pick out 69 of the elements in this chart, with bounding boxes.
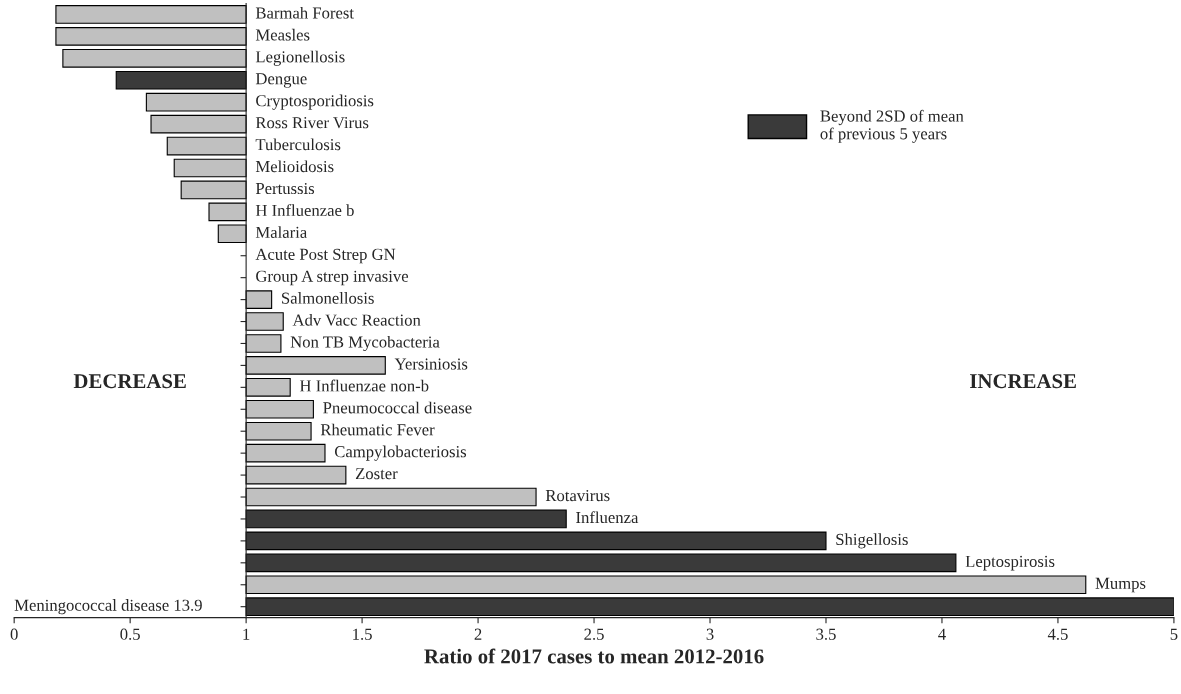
y-tick-label: Barmah Forest — [255, 6, 354, 19]
x-axis-title: Ratio of 2017 cases to mean 2012-2016 — [424, 648, 764, 664]
bar — [217, 224, 247, 244]
y-tick-label: Pneumococcal disease — [323, 401, 472, 414]
y-tick-label: Melioidosis — [255, 160, 334, 173]
bar — [55, 5, 247, 24]
bar — [245, 399, 314, 419]
x-tick-label: 4.5 — [1047, 628, 1068, 640]
y-tick-label: Tuberculosis — [255, 138, 341, 151]
y-tick-label: Salmonellosis — [282, 292, 374, 304]
bar — [245, 421, 312, 441]
y-tick-label: Cryptosporidiosis — [256, 94, 374, 110]
y-tick-label: Shigellosis — [836, 533, 908, 549]
bar — [245, 553, 957, 573]
y-tick-label: Pertussis — [255, 182, 315, 195]
x-tick-label: 1 — [243, 628, 250, 640]
x-tick-label: 5 — [1170, 628, 1178, 640]
annotation: DECREASE — [73, 374, 186, 389]
x-tick-label: 4 — [938, 628, 946, 640]
y-tick-label: Acute Post Strep GN — [255, 248, 396, 264]
y-tick-label: Campylobacteriosis — [334, 445, 467, 461]
bar — [180, 180, 247, 200]
y-tick-label: Yersiniosis — [394, 358, 468, 370]
legend-label: Beyond 2SD of mean of previous 5 years — [820, 109, 964, 143]
bar — [245, 509, 567, 529]
bar — [145, 92, 247, 112]
y-tick-label: Influenza — [576, 511, 639, 524]
y-tick-label: Zoster — [355, 468, 398, 480]
y-tick-label: Leptospirosis — [965, 555, 1055, 571]
y-tick-label: Mumps — [1095, 577, 1146, 593]
bar — [245, 487, 537, 507]
bar — [245, 312, 284, 331]
y-tick-label: Meningococcal disease 13.9 — [14, 599, 202, 615]
bar — [115, 70, 247, 90]
x-tick-label: 1.5 — [353, 628, 372, 640]
y-tick-label: Adv Vacc Reaction — [292, 313, 421, 326]
bar — [208, 202, 247, 222]
bar — [55, 27, 247, 46]
y-tick-label: Dengue — [255, 73, 307, 88]
x-tick-label: 0 — [10, 628, 18, 640]
y-tick-label: Rotavirus — [545, 489, 610, 502]
bar — [245, 597, 1174, 617]
y-tick-label: Rheumatic Fever — [320, 423, 435, 436]
bar — [62, 48, 247, 68]
x-tick-label: 2 — [474, 628, 482, 640]
x-tick-label: 0.5 — [120, 628, 140, 640]
y-tick-label: Ross River Virus — [255, 117, 369, 129]
x-tick-label: 3 — [706, 628, 714, 640]
y-tick-label: Malaria — [255, 226, 307, 238]
bar — [245, 378, 291, 397]
bar — [245, 465, 347, 485]
bar — [245, 443, 326, 463]
bar — [166, 136, 247, 156]
bar — [245, 575, 1087, 595]
bar — [150, 114, 247, 134]
y-tick-label: Group A strep invasive — [256, 270, 409, 286]
y-tick-label: Measles — [255, 28, 310, 41]
y-tick-label: Non TB Mycobacteria — [290, 335, 440, 352]
y-tick-label: H Influenzae non-b — [299, 379, 429, 392]
bar — [245, 356, 386, 375]
bar — [245, 334, 282, 353]
bar — [245, 290, 273, 309]
y-tick-label: H Influenzae b — [255, 204, 354, 217]
bar — [173, 158, 247, 178]
x-tick-label: 3.5 — [816, 628, 836, 640]
x-tick-label: 2.5 — [584, 628, 604, 640]
annotation: INCREASE — [970, 374, 1076, 389]
bar — [245, 531, 827, 551]
y-tick-label: Legionellosis — [255, 50, 345, 66]
